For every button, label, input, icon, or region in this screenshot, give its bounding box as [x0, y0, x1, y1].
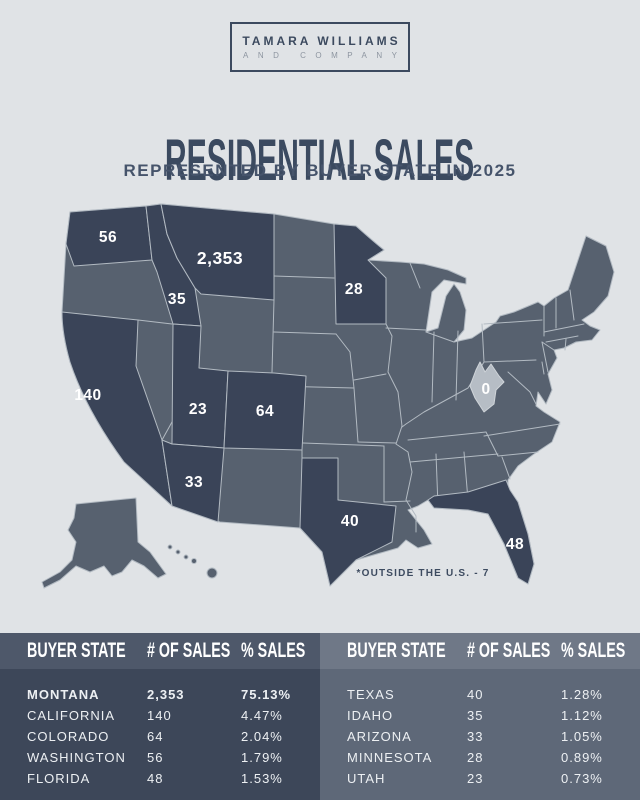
cell-sales: 48: [147, 771, 164, 786]
brand-name: TAMARA WILLIAMS: [242, 34, 401, 48]
table-row: CALIFORNIA 140 4.47%: [0, 705, 320, 726]
state-hawaii: [167, 544, 218, 579]
table-row: UTAH 23 0.73%: [320, 768, 640, 789]
table-header-left: BUYER STATE # OF SALES % SALES: [0, 633, 320, 669]
map-label-minnesota: 28: [345, 281, 363, 298]
table-body-right: TEXAS 40 1.28% IDAHO 35 1.12% ARIZONA 33…: [320, 669, 640, 789]
col-header-pct-sales: % SALES: [241, 639, 306, 662]
cell-state: MINNESOTA: [347, 750, 433, 765]
cell-pct: 1.12%: [561, 708, 603, 723]
col-header-buyer-state: BUYER STATE: [27, 639, 126, 662]
cell-sales: 33: [467, 729, 484, 744]
map-label-california: 140: [74, 387, 101, 404]
page-title: RESIDENTIAL SALES: [165, 127, 475, 193]
state-texas: [299, 457, 397, 587]
map-label-idaho: 35: [168, 291, 186, 308]
cell-sales: 40: [467, 687, 484, 702]
sales-table-right: BUYER STATE # OF SALES % SALES TEXAS 40 …: [320, 633, 640, 800]
cell-sales: 140: [147, 708, 172, 723]
state-alaska: [41, 497, 167, 589]
cell-state: UTAH: [347, 771, 386, 786]
map-label-west-virginia: 0: [481, 381, 490, 398]
cell-pct: 1.28%: [561, 687, 603, 702]
us-map-svg: 56 2,353 35 28 23 64 140 33 40 48 0 *OUT…: [41, 203, 615, 589]
map-label-arizona: 33: [185, 474, 203, 491]
state-borders: [137, 262, 585, 533]
map-label-florida: 48: [506, 536, 524, 553]
cell-pct: 1.53%: [241, 771, 283, 786]
col-header-num-sales: # OF SALES: [147, 639, 231, 662]
table-row: FLORIDA 48 1.53%: [0, 768, 320, 789]
cell-pct: 0.73%: [561, 771, 603, 786]
map-label-colorado: 64: [256, 403, 274, 420]
cell-sales: 2,353: [147, 687, 185, 702]
cell-sales: 28: [467, 750, 484, 765]
table-row: TEXAS 40 1.28%: [320, 684, 640, 705]
cell-sales: 35: [467, 708, 484, 723]
table-row: COLORADO 64 2.04%: [0, 726, 320, 747]
table-row: WASHINGTON 56 1.79%: [0, 747, 320, 768]
page-subtitle: REPRESENTED BY BUYER STATE IN 2025: [123, 161, 517, 180]
state-minnesota: [333, 223, 387, 325]
cell-state: COLORADO: [27, 729, 110, 744]
col-header-buyer-state: BUYER STATE: [347, 639, 446, 662]
cell-sales: 23: [467, 771, 484, 786]
cell-state: IDAHO: [347, 708, 394, 723]
table-row: ARIZONA 33 1.05%: [320, 726, 640, 747]
brand-logo: TAMARA WILLIAMS AND COMPANY: [230, 22, 410, 72]
cell-state: TEXAS: [347, 687, 395, 702]
cell-pct: 2.04%: [241, 729, 283, 744]
map-label-montana: 2,353: [197, 248, 243, 268]
table-row: IDAHO 35 1.12%: [320, 705, 640, 726]
us-map: 56 2,353 35 28 23 64 140 33 40 48 0 *OUT…: [20, 200, 620, 625]
state-florida: [427, 479, 535, 585]
cell-sales: 56: [147, 750, 164, 765]
sales-table-left: BUYER STATE # OF SALES % SALES MONTANA 2…: [0, 633, 320, 800]
map-label-utah: 23: [189, 401, 207, 418]
col-header-pct-sales: % SALES: [561, 639, 626, 662]
map-footnote: *OUTSIDE THE U.S. - 7: [357, 568, 490, 579]
cell-state: WASHINGTON: [27, 750, 126, 765]
cell-state: MONTANA: [27, 687, 100, 702]
cell-sales: 64: [147, 729, 164, 744]
table-row: MONTANA 2,353 75.13%: [0, 684, 320, 705]
cell-pct: 75.13%: [241, 687, 292, 702]
state-colorado: [223, 370, 307, 451]
cell-state: ARIZONA: [347, 729, 412, 744]
table-header-right: BUYER STATE # OF SALES % SALES: [320, 633, 640, 669]
map-label-texas: 40: [341, 513, 359, 530]
cell-pct: 1.05%: [561, 729, 603, 744]
state-west-virginia: [469, 361, 505, 413]
cell-pct: 0.89%: [561, 750, 603, 765]
table-row: MINNESOTA 28 0.89%: [320, 747, 640, 768]
cell-state: CALIFORNIA: [27, 708, 116, 723]
cell-state: FLORIDA: [27, 771, 91, 786]
state-california: [61, 311, 173, 507]
cell-pct: 1.79%: [241, 750, 283, 765]
sales-tables: BUYER STATE # OF SALES % SALES MONTANA 2…: [0, 633, 640, 800]
table-body-left: MONTANA 2,353 75.13% CALIFORNIA 140 4.47…: [0, 669, 320, 789]
map-label-washington: 56: [99, 229, 117, 246]
cell-pct: 4.47%: [241, 708, 283, 723]
state-montana: [160, 203, 275, 301]
col-header-num-sales: # OF SALES: [467, 639, 551, 662]
state-arizona: [161, 439, 225, 523]
brand-tagline: AND COMPANY: [243, 51, 407, 60]
